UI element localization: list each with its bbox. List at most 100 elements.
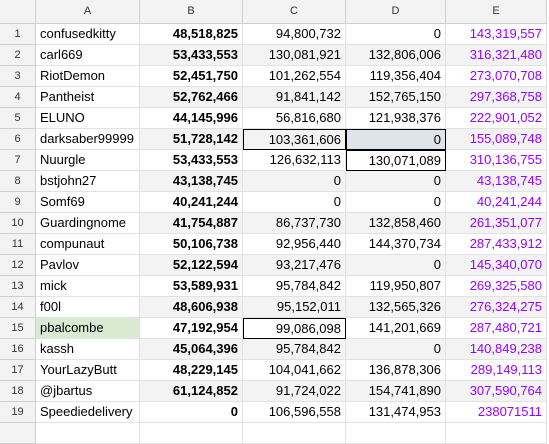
row-header[interactable]: 6 [0,129,36,150]
cell[interactable]: 130,071,089 [346,150,446,171]
cell[interactable]: 0 [346,24,446,45]
row-header[interactable]: 4 [0,87,36,108]
cell[interactable]: 155,089,748 [446,129,547,150]
cell[interactable]: 61,124,852 [140,381,243,402]
cell[interactable]: 50,106,738 [140,234,243,255]
cell[interactable]: darksaber99999 [36,129,140,150]
cell[interactable]: bstjohn27 [36,171,140,192]
cell[interactable]: 316,321,480 [446,45,547,66]
cell[interactable]: 273,070,708 [446,66,547,87]
cell[interactable]: 52,122,594 [140,255,243,276]
cell[interactable]: 152,765,150 [346,87,446,108]
cell[interactable]: 289,149,113 [446,360,547,381]
row-header[interactable]: 14 [0,297,36,318]
cell[interactable]: 0 [346,171,446,192]
cell[interactable]: 106,596,558 [243,402,346,423]
row-header[interactable]: 12 [0,255,36,276]
cell[interactable]: Pantheist [36,87,140,108]
cell[interactable]: 53,433,553 [140,150,243,171]
row-header[interactable]: 7 [0,150,36,171]
cell[interactable]: 141,201,669 [346,318,446,339]
cell[interactable]: 95,784,842 [243,339,346,360]
cell[interactable]: 41,754,887 [140,213,243,234]
row-header[interactable]: 9 [0,192,36,213]
cell[interactable]: 40,241,244 [446,192,547,213]
cell[interactable]: 53,433,553 [140,45,243,66]
cell[interactable]: 86,737,730 [243,213,346,234]
cell[interactable]: 222,901,052 [446,108,547,129]
cell[interactable]: 95,152,011 [243,297,346,318]
cell[interactable]: 101,262,554 [243,66,346,87]
cell[interactable]: RiotDemon [36,66,140,87]
cell[interactable]: 132,806,006 [346,45,446,66]
cell[interactable]: 48,518,825 [140,24,243,45]
cell[interactable]: 297,368,758 [446,87,547,108]
cell[interactable] [140,423,243,444]
cell[interactable]: 53,589,931 [140,276,243,297]
cell[interactable]: 130,081,921 [243,45,346,66]
row-header[interactable]: 3 [0,66,36,87]
cell[interactable]: 269,325,580 [446,276,547,297]
cell[interactable]: 307,590,764 [446,381,547,402]
cell[interactable]: compunaut [36,234,140,255]
cell[interactable] [346,423,446,444]
cell[interactable]: 48,606,938 [140,297,243,318]
row-header[interactable]: 8 [0,171,36,192]
row-header[interactable]: 17 [0,360,36,381]
column-header[interactable]: C [243,0,346,24]
cell[interactable]: 0 [346,129,446,150]
cell[interactable] [243,423,346,444]
cell[interactable]: 43,138,745 [140,171,243,192]
cell[interactable]: Somf69 [36,192,140,213]
cell[interactable]: 104,041,662 [243,360,346,381]
row-header[interactable]: 1 [0,24,36,45]
cell[interactable]: 47,192,954 [140,318,243,339]
row-header[interactable]: 5 [0,108,36,129]
cell[interactable]: 136,878,306 [346,360,446,381]
row-header[interactable]: 2 [0,45,36,66]
row-header[interactable]: 16 [0,339,36,360]
cell[interactable]: 126,632,113 [243,150,346,171]
row-header[interactable]: 18 [0,381,36,402]
cell[interactable]: 143,319,557 [446,24,547,45]
cell[interactable]: 238071511 [446,402,547,423]
cell[interactable]: 0 [346,255,446,276]
cell[interactable]: 103,361,606 [243,129,346,150]
cell[interactable]: 95,784,842 [243,276,346,297]
cell[interactable]: kassh [36,339,140,360]
cell[interactable]: 119,356,404 [346,66,446,87]
cell[interactable] [36,423,140,444]
cell[interactable]: 144,370,734 [346,234,446,255]
cell[interactable]: 56,816,680 [243,108,346,129]
row-header[interactable]: 13 [0,276,36,297]
cell[interactable]: confusedkitty [36,24,140,45]
cell[interactable]: 276,324,275 [446,297,547,318]
cell[interactable]: 287,480,721 [446,318,547,339]
cell[interactable]: 287,433,912 [446,234,547,255]
cell[interactable]: 0 [140,402,243,423]
cell[interactable]: Pavlov [36,255,140,276]
cell[interactable]: 0 [346,192,446,213]
cell[interactable]: YourLazyButt [36,360,140,381]
cell[interactable]: mick [36,276,140,297]
cell[interactable]: pbalcombe [36,318,140,339]
cell[interactable]: 132,858,460 [346,213,446,234]
cell[interactable]: 45,064,396 [140,339,243,360]
cell[interactable]: 140,849,238 [446,339,547,360]
cell[interactable]: 119,950,807 [346,276,446,297]
cell[interactable]: 0 [243,171,346,192]
cell[interactable]: 131,474,953 [346,402,446,423]
column-header[interactable]: A [36,0,140,24]
row-header[interactable]: 10 [0,213,36,234]
cell[interactable]: carl669 [36,45,140,66]
cell[interactable]: 52,451,750 [140,66,243,87]
column-header[interactable]: E [446,0,547,24]
cell[interactable]: 52,762,466 [140,87,243,108]
cell[interactable] [446,423,547,444]
row-header[interactable]: 11 [0,234,36,255]
column-header[interactable]: D [346,0,446,24]
cell[interactable]: 91,724,022 [243,381,346,402]
cell[interactable]: 0 [346,339,446,360]
cell[interactable]: 43,138,745 [446,171,547,192]
cell[interactable]: 44,145,996 [140,108,243,129]
